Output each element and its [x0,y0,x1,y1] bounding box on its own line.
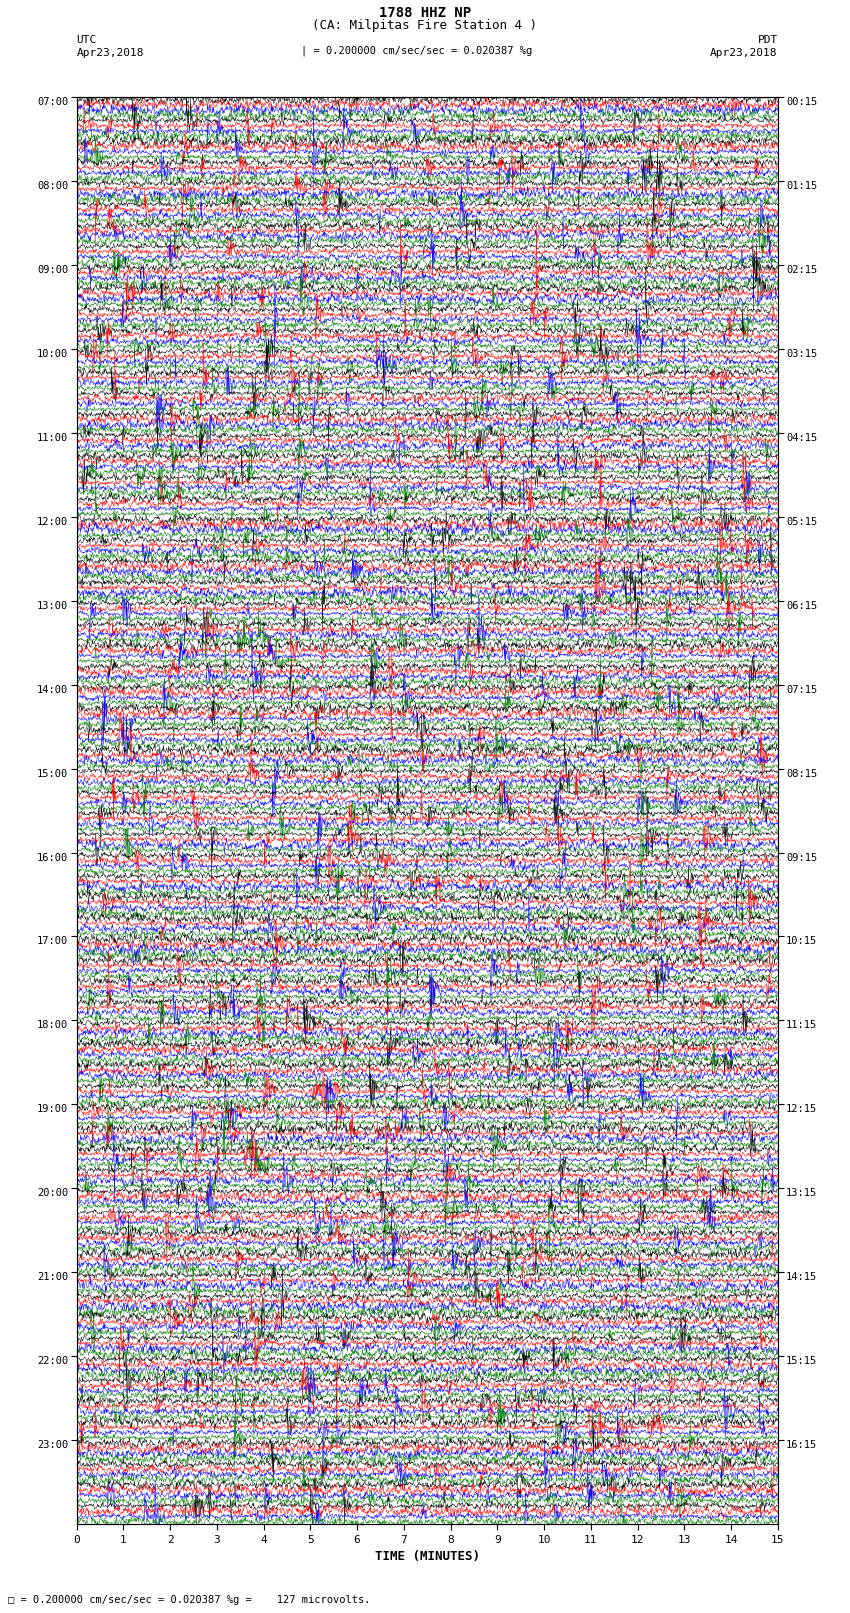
Text: □ = 0.200000 cm/sec/sec = 0.020387 %g =    127 microvolts.: □ = 0.200000 cm/sec/sec = 0.020387 %g = … [8,1595,371,1605]
Text: (CA: Milpitas Fire Station 4 ): (CA: Milpitas Fire Station 4 ) [313,19,537,32]
Text: PDT: PDT [757,35,778,45]
Text: Apr23,2018: Apr23,2018 [76,48,144,58]
Text: | = 0.200000 cm/sec/sec = 0.020387 %g: | = 0.200000 cm/sec/sec = 0.020387 %g [301,45,532,56]
X-axis label: TIME (MINUTES): TIME (MINUTES) [375,1550,479,1563]
Text: Apr23,2018: Apr23,2018 [711,48,778,58]
Text: UTC: UTC [76,35,97,45]
Text: 1788 HHZ NP: 1788 HHZ NP [379,5,471,19]
